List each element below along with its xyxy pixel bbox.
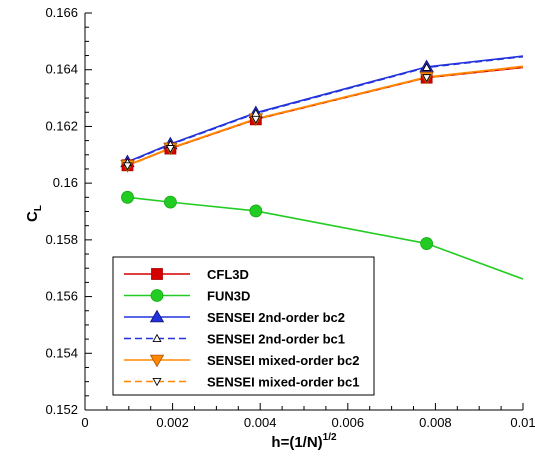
y-axis-label-main: C bbox=[24, 211, 41, 222]
data-point bbox=[422, 74, 432, 83]
data-point bbox=[420, 237, 434, 250]
legend-label: SENSEI 2nd-order bc2 bbox=[207, 310, 345, 325]
y-axis-label-subscript: L bbox=[33, 205, 44, 211]
legend-marker bbox=[152, 378, 162, 387]
legend-marker bbox=[152, 333, 162, 342]
x-tick-label: 0.006 bbox=[332, 415, 365, 430]
data-point bbox=[165, 145, 175, 154]
x-tick-label: 0 bbox=[81, 415, 88, 430]
legend-label: SENSEI mixed-order bc2 bbox=[207, 353, 359, 368]
series-line-0 bbox=[127, 66, 524, 167]
legend-marker bbox=[149, 309, 165, 323]
data-point bbox=[251, 115, 261, 125]
y-tick-label: 0.158 bbox=[45, 232, 78, 247]
y-tick-label: 0.156 bbox=[45, 289, 78, 304]
y-tick-label: 0.166 bbox=[45, 5, 78, 20]
legend-box bbox=[112, 256, 375, 396]
y-tick-label: 0.164 bbox=[45, 62, 78, 77]
series-line-2 bbox=[127, 55, 524, 163]
legend-label: FUN3D bbox=[207, 289, 250, 304]
legend-label: SENSEI 2nd-order bc1 bbox=[207, 332, 345, 347]
y-tick-label: 0.16 bbox=[53, 175, 78, 190]
legend: CFL3D FUN3D SENSEI 2nd-order bc2 SENSEI 2nd… bbox=[112, 256, 375, 396]
data-point bbox=[422, 62, 432, 71]
x-axis-label-main: h=(1/N) bbox=[271, 434, 322, 451]
data-point bbox=[249, 204, 263, 218]
x-tick-label: 0.008 bbox=[419, 415, 452, 430]
series-line-5 bbox=[127, 66, 524, 167]
x-tick-label: 0.01 bbox=[510, 415, 535, 430]
y-tick-label: 0.152 bbox=[45, 402, 78, 417]
data-point bbox=[164, 195, 177, 209]
x-tick-label: 0.004 bbox=[244, 415, 277, 430]
legend-label: CFL3D bbox=[207, 267, 249, 282]
y-axis-label: CL bbox=[24, 205, 44, 222]
legend-marker bbox=[151, 268, 163, 280]
data-point bbox=[122, 162, 133, 171]
legend-label: SENSEI mixed-order bc1 bbox=[207, 375, 359, 390]
x-axis-label-superscript: 1/2 bbox=[323, 432, 337, 443]
x-axis-label: h=(1/N)1/2 bbox=[271, 432, 337, 451]
axes-layer: 0 0.002 0.004 0.006 0.008 0.01 0.152 0.154 0.156… bbox=[24, 5, 535, 451]
y-tick-label: 0.162 bbox=[45, 118, 78, 133]
series-layer bbox=[120, 55, 524, 280]
series-line-4 bbox=[127, 65, 524, 167]
y-tick-label: 0.154 bbox=[45, 345, 78, 360]
legend-marker bbox=[149, 354, 165, 368]
x-tick-label: 0.002 bbox=[156, 415, 189, 430]
legend-marker bbox=[150, 289, 164, 302]
data-point bbox=[121, 190, 134, 204]
